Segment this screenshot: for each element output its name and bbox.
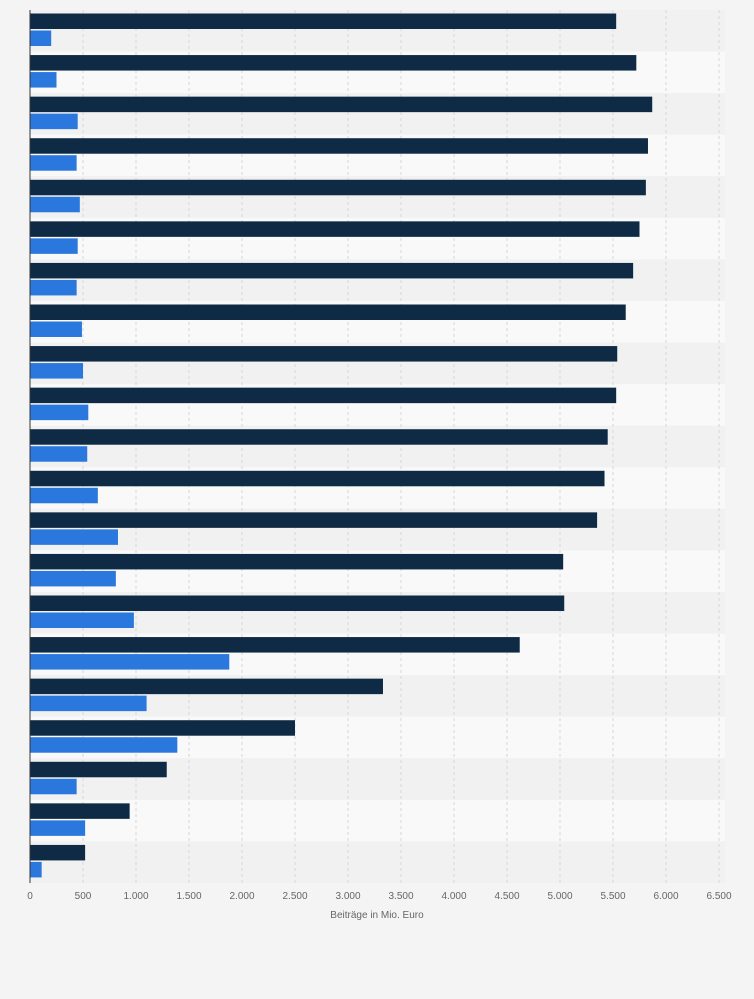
x-tick-label: 4.000: [441, 891, 466, 902]
bar-series-2: [30, 529, 118, 545]
bar-series-2: [30, 695, 147, 712]
x-tick-label: 1.000: [123, 891, 148, 902]
bar-series-2: [30, 155, 77, 171]
bar-series-1: [30, 13, 617, 29]
bar-series-2: [30, 487, 98, 504]
x-tick-label: 6.000: [653, 891, 678, 902]
bar-series-1: [30, 720, 295, 736]
x-tick-label: 6.500: [706, 891, 731, 902]
x-axis-title: Beiträge in Mio. Euro: [330, 910, 424, 921]
x-tick-label: 1.500: [176, 891, 201, 902]
bar-series-1: [30, 429, 608, 445]
bar-series-1: [30, 387, 617, 404]
x-tick-label: 2.000: [229, 891, 254, 902]
bar-series-1: [30, 803, 130, 819]
bar-series-1: [30, 761, 167, 778]
bar-series-1: [30, 55, 637, 71]
bar-series-2: [30, 113, 78, 130]
bar-series-1: [30, 304, 626, 320]
x-tick-label: 2.500: [282, 891, 307, 902]
row-band: [30, 799, 725, 842]
bar-series-2: [30, 279, 77, 296]
x-tick-labels: 0 500 1.000 1.500 2.000 2.500 3.000 3.500 4.000 4…: [27, 891, 732, 902]
x-tick-label: 4.500: [494, 891, 519, 902]
bar-series-2: [30, 30, 52, 46]
x-tick-label: 500: [75, 891, 92, 902]
bar-series-1: [30, 346, 618, 362]
bar-series-2: [30, 861, 42, 878]
bar-series-2: [30, 570, 116, 587]
x-tick-label: 3.000: [335, 891, 360, 902]
bar-series-1: [30, 595, 565, 611]
bar-series-1: [30, 96, 653, 113]
bar-series-2: [30, 404, 89, 421]
bar-series-1: [30, 553, 564, 570]
bar-series-2: [30, 238, 78, 254]
x-tick-label: 5.500: [600, 891, 625, 902]
x-tick-label: 3.500: [388, 891, 413, 902]
bar-series-2: [30, 72, 57, 88]
row-band: [30, 841, 725, 883]
bar-series-2: [30, 612, 134, 628]
bar-series-1: [30, 221, 640, 237]
bar-series-1: [30, 512, 598, 528]
bar-series-2: [30, 321, 82, 337]
bar-series-2: [30, 196, 80, 213]
bars: [30, 13, 653, 878]
bar-series-1: [30, 138, 648, 154]
bar-series-2: [30, 737, 178, 753]
bar-series-2: [30, 820, 86, 836]
bar-series-1: [30, 470, 605, 487]
bar-series-1: [30, 678, 383, 695]
bar-series-2: [30, 446, 88, 462]
x-tick-label: 0: [27, 891, 33, 902]
bar-series-1: [30, 637, 520, 653]
bar-series-2: [30, 778, 77, 795]
x-tick-label: 5.000: [547, 891, 572, 902]
bar-series-2: [30, 363, 83, 379]
bar-series-1: [30, 262, 634, 279]
bar-series-2: [30, 654, 230, 670]
bar-series-1: [30, 179, 646, 196]
bar-series-1: [30, 844, 86, 861]
